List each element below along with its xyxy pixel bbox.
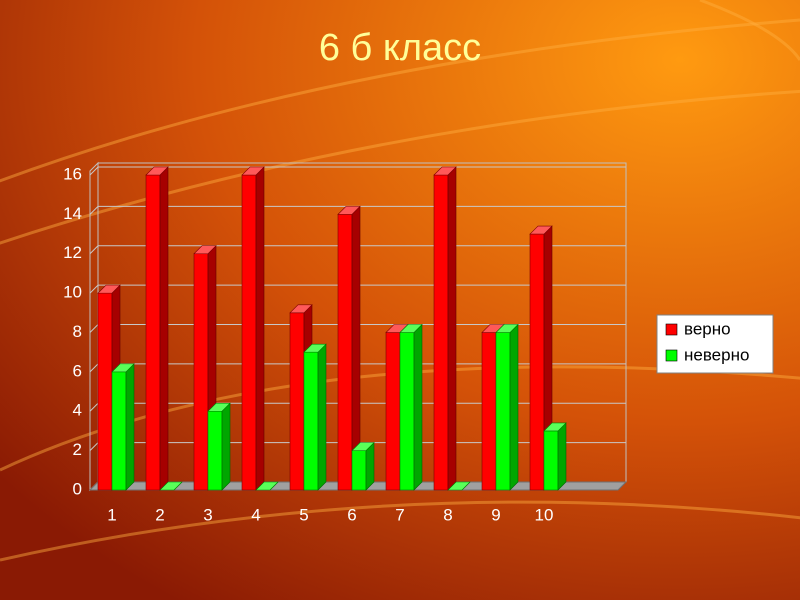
bar-front: [385, 332, 401, 491]
x-tick-label: 1: [107, 505, 116, 524]
bar-top: [289, 304, 313, 314]
bar-side: [413, 323, 423, 491]
bar-side: [317, 343, 327, 491]
bar-side: [509, 323, 519, 491]
bar-front: [495, 332, 511, 491]
grid-line-side: [89, 206, 99, 215]
grid-line-side: [89, 402, 99, 412]
x-tick-label: 6: [347, 505, 356, 524]
chart-title: 6 б класс: [319, 27, 481, 69]
x-tick-label: 10: [535, 505, 554, 524]
legend-swatch: [665, 349, 678, 362]
x-tick-label: 7: [395, 505, 404, 524]
bar-front: [111, 371, 127, 491]
grid-line-side: [89, 363, 99, 373]
bar-side: [447, 166, 457, 491]
bar-front: [145, 174, 161, 491]
bar-front: [241, 174, 257, 491]
y-tick-label: 0: [73, 479, 82, 498]
bar-side: [255, 166, 265, 491]
grid-line-side: [89, 284, 99, 294]
bar-top: [97, 284, 121, 294]
bar-top: [337, 206, 361, 215]
x-tick-label: 2: [155, 505, 164, 524]
x-tick-label: 5: [299, 505, 308, 524]
bar-top: [495, 324, 519, 333]
bar-top: [529, 225, 553, 235]
bar-top: [543, 422, 567, 432]
grid-line-side: [89, 442, 99, 451]
y-tick-label: 12: [63, 243, 82, 262]
bar-top: [255, 481, 279, 491]
x-tick-label: 3: [203, 505, 212, 524]
bar-front: [543, 430, 559, 491]
bar-front: [289, 312, 305, 491]
y-tick-label: 6: [73, 361, 82, 380]
bar-front: [193, 253, 209, 491]
bar-front: [303, 351, 319, 491]
legend-label: неверно: [684, 345, 749, 364]
bar-side: [221, 402, 231, 491]
bar-front: [529, 233, 545, 491]
bar-top: [303, 343, 327, 353]
bar-top: [159, 481, 183, 491]
bar-front: [481, 332, 497, 491]
legend: верно неверно: [656, 314, 774, 374]
bar-top: [111, 363, 135, 373]
y-tick-label: 2: [73, 440, 82, 459]
grid-line-side: [89, 324, 99, 333]
bar-front: [207, 410, 223, 491]
grid-line-side: [89, 245, 99, 255]
bar-side: [125, 363, 135, 491]
bar-top: [207, 402, 231, 412]
bar-top: [433, 166, 457, 176]
y-tick-label: 14: [63, 204, 82, 223]
y-tick-label: 10: [63, 283, 82, 302]
bar-top: [351, 442, 375, 451]
x-tick-label: 9: [491, 505, 500, 524]
y-tick-label: 16: [63, 164, 82, 183]
legend-box: [656, 314, 774, 374]
x-tick-label: 8: [443, 505, 452, 524]
bar-front: [399, 332, 415, 491]
y-tick-label: 4: [73, 401, 82, 420]
bar-top: [241, 166, 265, 176]
bar-top: [399, 324, 423, 333]
legend-label: верно: [684, 319, 731, 338]
y-tick-label: 8: [73, 322, 82, 341]
bar-front: [351, 450, 367, 491]
bar-top: [447, 481, 471, 491]
bar-side: [557, 422, 567, 491]
bar-top: [193, 245, 217, 255]
x-tick-label: 4: [251, 505, 260, 524]
legend-swatch: [665, 323, 678, 336]
bar-front: [97, 292, 113, 491]
bar-side: [159, 166, 169, 491]
grid-line-side: [89, 166, 99, 176]
bar-front: [433, 174, 449, 491]
bar-front: [337, 214, 353, 491]
bar-top: [145, 166, 169, 176]
